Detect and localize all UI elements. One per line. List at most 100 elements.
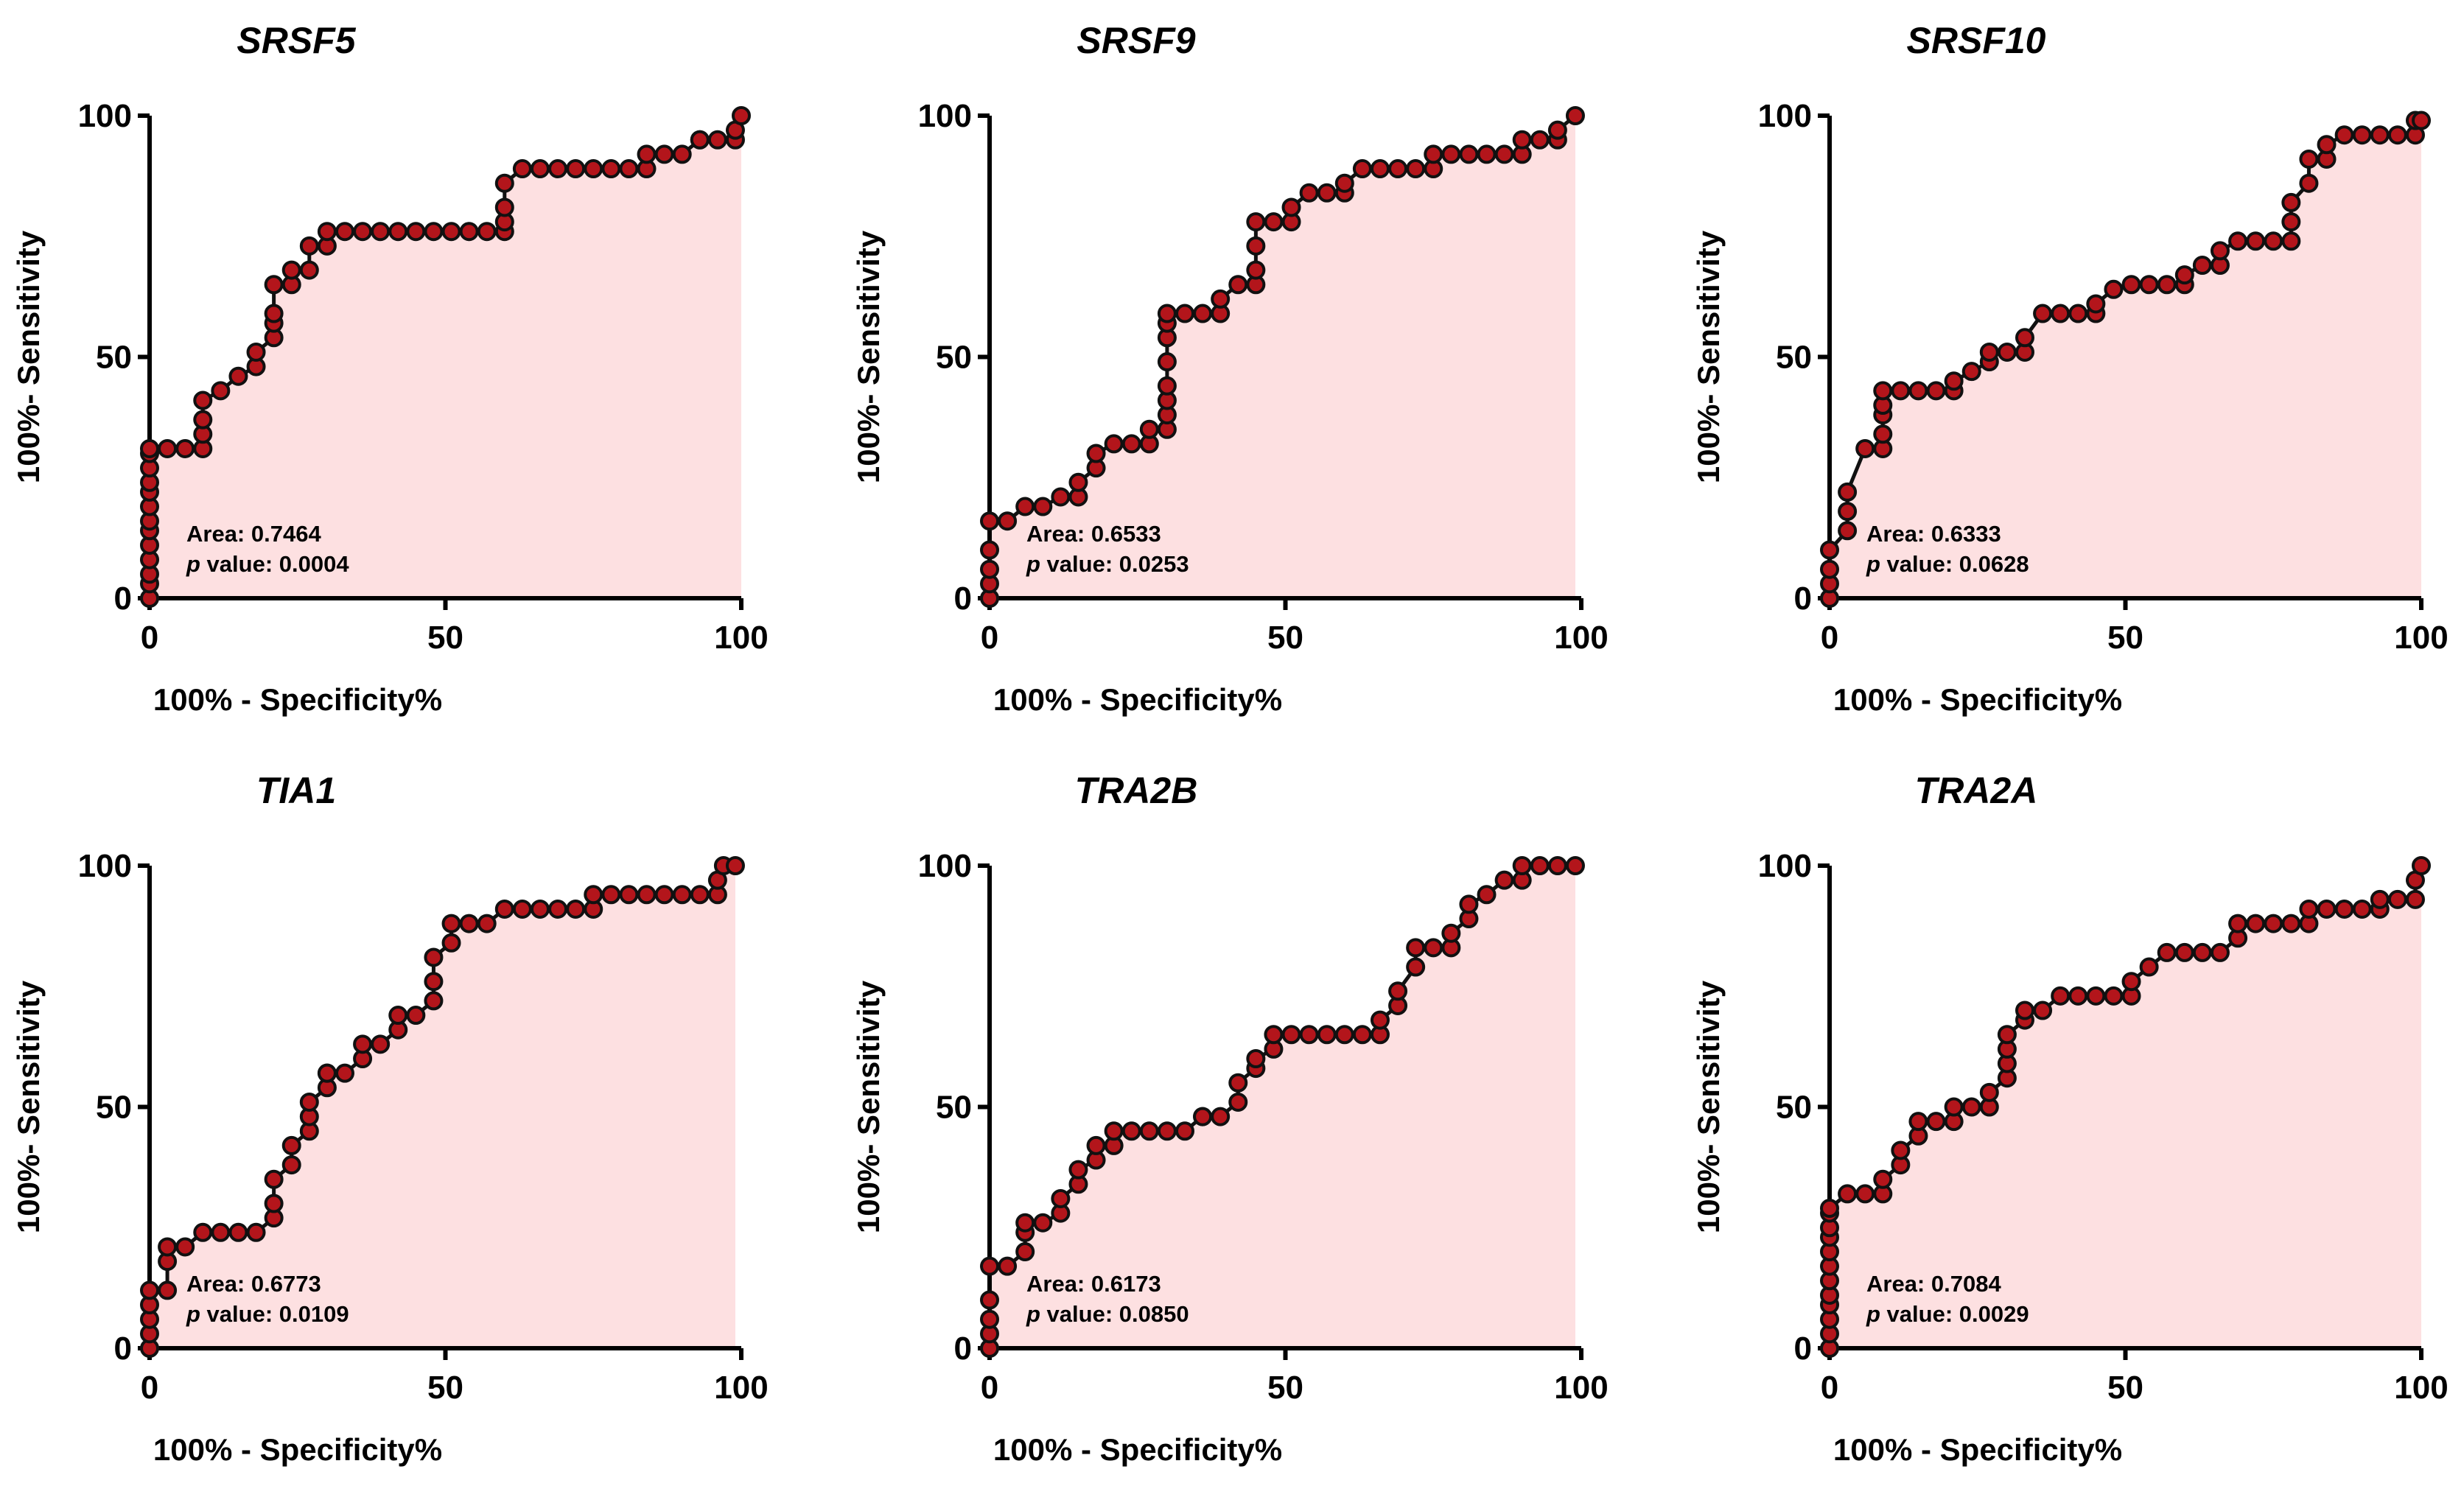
roc-point: [388, 222, 408, 242]
roc-point: [264, 1169, 284, 1189]
roc-point: [584, 159, 603, 179]
area-annotation: Area: 0.6173: [1026, 1271, 1161, 1297]
roc-point: [1459, 894, 1479, 914]
roc-point: [1838, 521, 1858, 541]
roc-point: [1838, 1184, 1858, 1204]
roc-panel-tra2b: 00 50 50 100 100 TRA2B 100% - Specificity% 100%…: [851, 770, 1609, 1467]
roc-point: [1228, 1073, 1248, 1093]
y-tick-label: 50: [1776, 1090, 1812, 1126]
roc-point: [1157, 1121, 1177, 1141]
area-annotation: Area: 0.6773: [186, 1271, 321, 1297]
y-tick-label: 50: [96, 340, 132, 376]
roc-point: [1512, 130, 1532, 150]
y-tick-label: 50: [936, 1090, 972, 1126]
roc-point: [512, 899, 532, 919]
roc-point: [211, 381, 231, 401]
roc-point: [1033, 497, 1053, 516]
x-tick-label: 100: [1554, 1370, 1608, 1406]
roc-point: [494, 197, 514, 217]
roc-point: [2174, 942, 2194, 962]
roc-point: [584, 885, 603, 905]
roc-point: [2051, 986, 2071, 1006]
roc-point: [424, 947, 444, 967]
p-value-annotation: p value: 0.0029: [1866, 1301, 2029, 1327]
roc-point: [494, 173, 514, 193]
roc-point: [2228, 231, 2248, 251]
roc-point: [193, 390, 213, 410]
area-annotation: Area: 0.6533: [1026, 521, 1161, 547]
roc-point: [281, 1155, 301, 1175]
roc-point: [158, 1280, 178, 1300]
p-value-annotation: p value: 0.0109: [186, 1301, 349, 1327]
roc-point: [998, 1256, 1018, 1276]
roc-point: [2370, 125, 2390, 145]
roc-point: [477, 222, 497, 242]
roc-point: [1459, 144, 1479, 164]
x-axis-title: 100% - Specificity%: [153, 682, 442, 717]
roc-area-fill: [990, 866, 1575, 1348]
y-tick-label: 0: [114, 581, 132, 617]
y-tick-label: 100: [918, 98, 972, 134]
roc-point: [1494, 144, 1514, 164]
roc-point: [1979, 342, 1999, 362]
roc-point: [158, 1237, 178, 1257]
roc-point: [725, 856, 745, 875]
roc-point: [2192, 942, 2212, 962]
roc-panel-srsf9: 00 50 50 100 100 SRSF9 100% - Specificity% 100%…: [851, 20, 1609, 717]
roc-point: [512, 159, 532, 179]
roc-point: [494, 899, 514, 919]
roc-point: [140, 438, 159, 458]
roc-point: [2157, 942, 2177, 962]
panel-title: SRSF10: [1907, 20, 2046, 61]
x-tick-label: 50: [2107, 620, 2143, 656]
roc-point: [1891, 1140, 1911, 1160]
x-tick-label: 0: [141, 1370, 158, 1406]
roc-point: [1406, 159, 1426, 179]
roc-point: [1246, 1049, 1266, 1068]
x-tick-label: 100: [2394, 1370, 2448, 1406]
roc-point: [424, 991, 444, 1011]
roc-point: [1530, 856, 1550, 875]
roc-point: [1334, 173, 1354, 193]
y-axis-title: 100%- Sensitivity: [11, 230, 46, 483]
roc-point: [530, 159, 550, 179]
roc-panel-tra2a: 00 50 50 100 100 TRA2A 100% - Specificity% 100%…: [1691, 770, 2449, 1467]
roc-point: [1175, 1121, 1194, 1141]
roc-point: [317, 222, 337, 242]
roc-point: [1228, 275, 1248, 295]
roc-point: [1121, 434, 1141, 454]
roc-point: [2015, 328, 2034, 348]
roc-point: [1068, 1160, 1088, 1180]
roc-point: [1157, 376, 1177, 396]
x-tick-label: 100: [2394, 620, 2448, 656]
x-axis-title: 100% - Specificity%: [993, 1432, 1282, 1467]
roc-point: [1530, 130, 1550, 150]
roc-point: [707, 130, 727, 150]
roc-point: [2264, 914, 2283, 933]
roc-point: [672, 885, 692, 905]
roc-point: [1424, 938, 1443, 958]
roc-point: [637, 885, 657, 905]
roc-point: [1086, 444, 1106, 463]
roc-point: [371, 222, 391, 242]
x-axis-title: 100% - Specificity%: [993, 682, 1282, 717]
roc-area-fill: [1830, 866, 2421, 1348]
roc-point: [1370, 159, 1390, 179]
roc-point: [2387, 889, 2407, 909]
roc-point: [1264, 1025, 1284, 1045]
x-tick-label: 100: [714, 1370, 768, 1406]
x-tick-label: 100: [1554, 620, 1608, 656]
roc-point: [1961, 362, 1981, 382]
roc-point: [1855, 438, 1875, 458]
roc-point: [1157, 352, 1177, 372]
roc-point: [1015, 1213, 1035, 1233]
roc-point: [601, 159, 621, 179]
roc-point: [1908, 381, 1928, 401]
roc-point: [672, 144, 692, 164]
panel-title: TRA2A: [1915, 770, 2038, 811]
roc-point: [2139, 957, 2159, 977]
x-tick-label: 50: [427, 1370, 463, 1406]
y-tick-label: 0: [954, 1331, 972, 1367]
roc-point: [619, 159, 639, 179]
roc-point: [1352, 159, 1372, 179]
